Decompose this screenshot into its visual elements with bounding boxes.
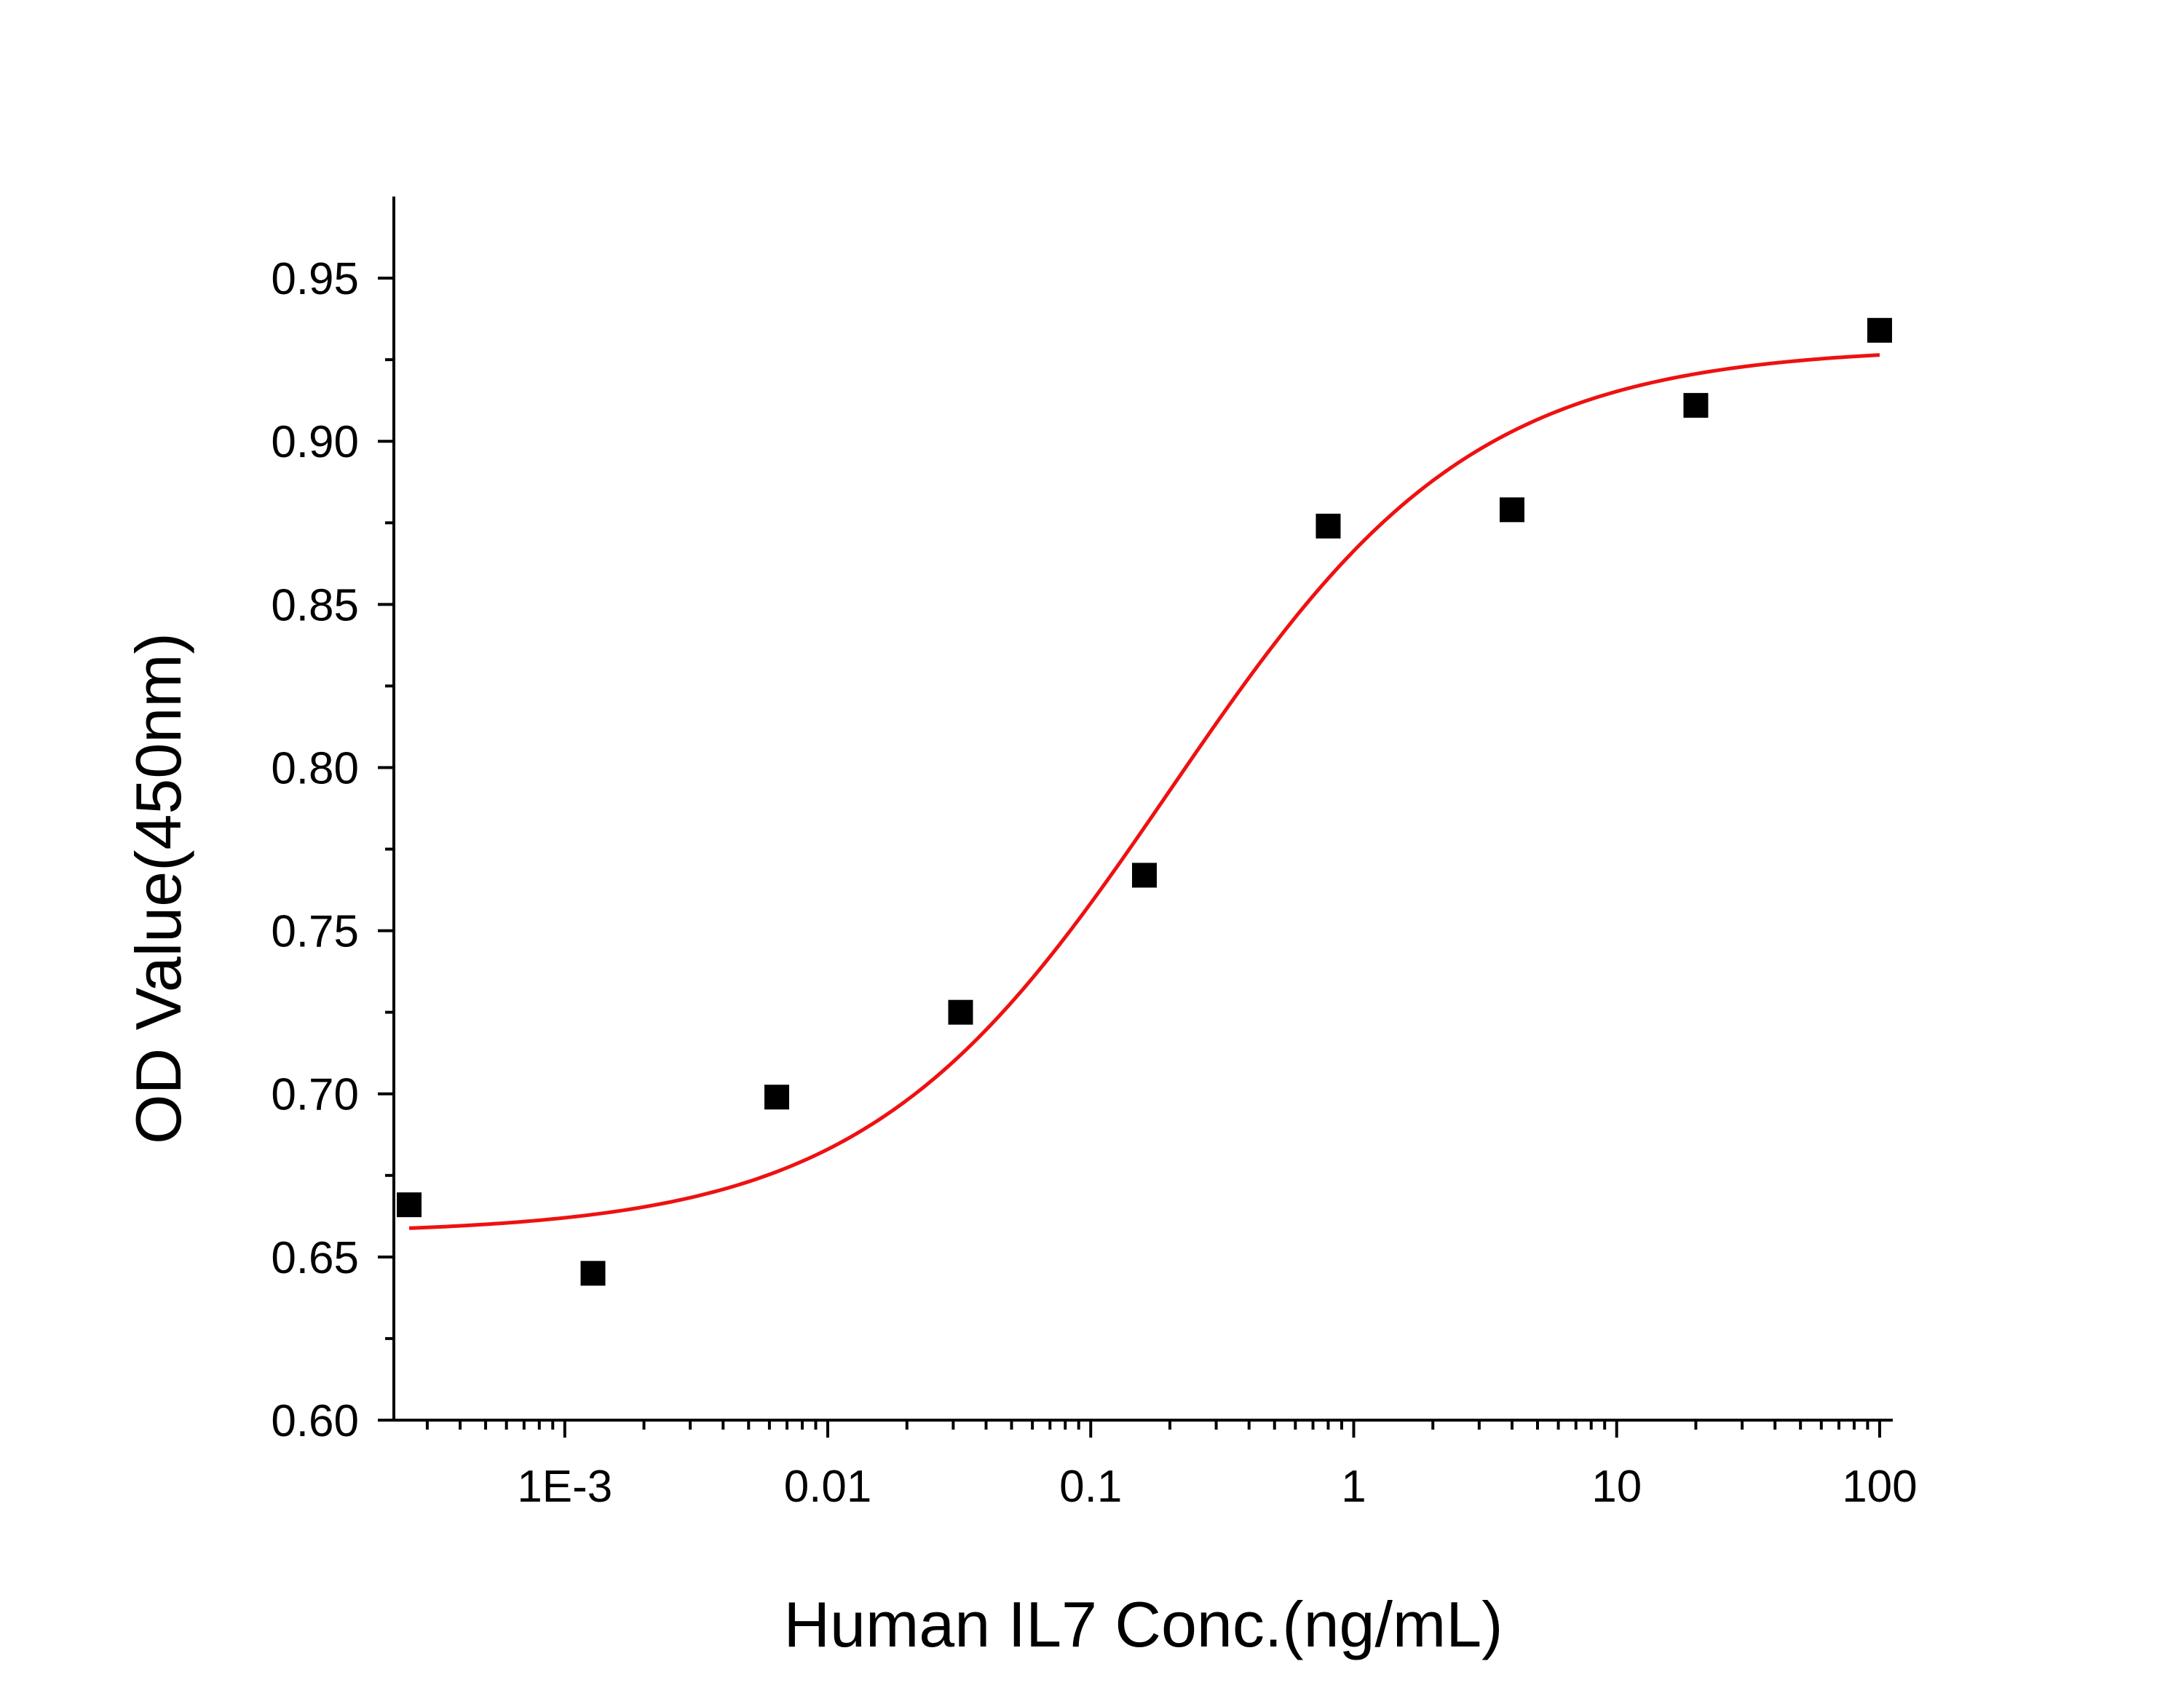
x-axis-title: Human IL7 Conc.(ng/mL) bbox=[784, 1588, 1503, 1660]
data-point bbox=[1683, 392, 1709, 418]
data-point bbox=[580, 1261, 606, 1286]
data-points-layer bbox=[397, 317, 1892, 1286]
y-tick-label: 0.65 bbox=[271, 1233, 359, 1283]
data-point bbox=[1131, 863, 1157, 888]
data-point bbox=[1315, 513, 1341, 539]
y-tick-label: 0.85 bbox=[271, 580, 359, 630]
x-tick-label: 1E-3 bbox=[517, 1462, 612, 1512]
y-tick-label: 0.75 bbox=[271, 907, 359, 957]
data-point bbox=[948, 999, 973, 1025]
x-tick-label: 0.1 bbox=[1059, 1462, 1122, 1512]
data-point bbox=[1867, 317, 1892, 343]
axes: 0.60 0.65 0.70 0.75 0.80 0.85 0.90 0.95 1E-3 0.01… bbox=[271, 197, 1918, 1512]
data-point bbox=[1499, 497, 1524, 523]
y-axis-title: OD Value(450nm) bbox=[122, 633, 194, 1144]
fit-curve-layer bbox=[408, 353, 1880, 1230]
y-tick-label: 0.80 bbox=[271, 743, 359, 793]
x-tick-label: 100 bbox=[1842, 1462, 1917, 1512]
y-tick-label: 0.70 bbox=[271, 1070, 359, 1120]
x-tick-label: 10 bbox=[1591, 1462, 1642, 1512]
data-point bbox=[764, 1085, 790, 1110]
y-tick-label: 0.60 bbox=[271, 1396, 359, 1446]
labels-layer: Human IL7 Conc.(ng/mL) OD Value(450nm) bbox=[122, 633, 1503, 1660]
x-tick-label: 1 bbox=[1341, 1462, 1366, 1512]
y-tick-label: 0.90 bbox=[271, 417, 359, 467]
x-tick-label: 0.01 bbox=[784, 1462, 872, 1512]
y-tick-label: 0.95 bbox=[271, 254, 359, 304]
data-point bbox=[397, 1192, 422, 1218]
fit-curve-line bbox=[408, 353, 1880, 1230]
